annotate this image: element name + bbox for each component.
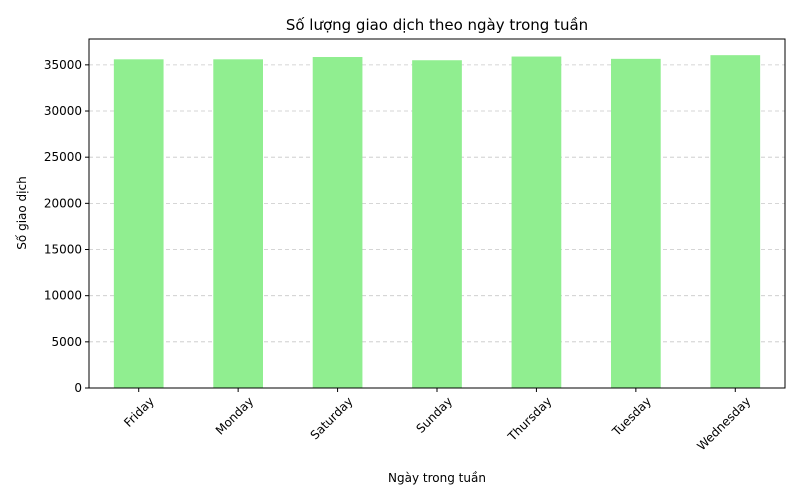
grid-lines: [89, 64, 785, 343]
bar-monday: [213, 59, 263, 389]
x-tick-label-tuesday: Tuesday: [609, 394, 654, 439]
y-tick-label: 5000: [51, 335, 82, 349]
x-tick-label-saturday: Saturday: [308, 394, 356, 442]
bar-tuesday: [611, 58, 661, 389]
y-tick-label: 25000: [44, 150, 82, 164]
y-tick-label: 20000: [44, 196, 82, 210]
x-axis-label: Ngày trong tuần: [388, 471, 486, 485]
y-tick-label: 35000: [44, 58, 82, 72]
y-tick-label: 30000: [44, 104, 82, 118]
chart-title: Số lượng giao dịch theo ngày trong tuần: [286, 16, 588, 34]
x-tick-label-monday: Monday: [213, 394, 256, 437]
y-axis-label: Số giao dịch: [15, 176, 29, 249]
x-tick-label-wednesday: Wednesday: [694, 394, 753, 453]
bars: [113, 55, 761, 389]
y-tick-label: 10000: [44, 289, 82, 303]
y-ticks: 0 5000 10000 15000 20000 25000 30000 35000: [44, 58, 89, 395]
bar-saturday: [312, 57, 363, 388]
y-tick-label: 15000: [44, 243, 82, 257]
bar-sunday: [412, 60, 462, 389]
bar-wednesday: [710, 55, 761, 388]
x-tick-label-sunday: Sunday: [413, 394, 455, 436]
bar-friday: [113, 59, 164, 389]
x-tick-label-thursday: Thursday: [504, 394, 554, 444]
bar-thursday: [511, 56, 562, 388]
y-tick-label: 0: [74, 381, 82, 395]
x-tick-label-friday: Friday: [121, 394, 157, 430]
x-ticks: Friday Monday Saturday Sunday Thursday Tuesda…: [121, 388, 753, 453]
